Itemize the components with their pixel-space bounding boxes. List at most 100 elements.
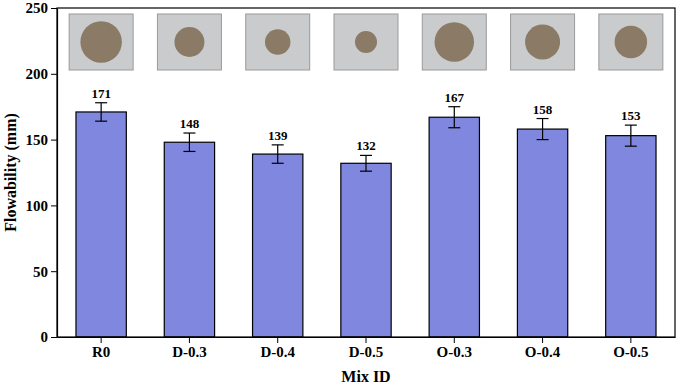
- frame: [57, 8, 675, 337]
- data-label: 153: [621, 108, 641, 123]
- error-cap: [360, 155, 372, 156]
- y-tick: 200: [26, 66, 58, 82]
- bar: [517, 129, 567, 337]
- y-tick-label: 200: [26, 66, 49, 82]
- error-cap: [272, 144, 284, 145]
- bar: [164, 142, 214, 337]
- error-line: [630, 125, 631, 146]
- x-tick-label: R0: [92, 344, 110, 360]
- error-bar: [272, 145, 284, 163]
- photo: [334, 14, 398, 70]
- photo: [511, 14, 575, 70]
- y-tick-mark: [51, 8, 57, 9]
- x-tick-mark: [366, 337, 367, 343]
- photo: [157, 14, 221, 70]
- x-tick: D-0.4: [260, 337, 295, 360]
- photo-plate: [511, 14, 575, 70]
- x-tick-label: O-0.4: [525, 344, 561, 360]
- photo-sample: [435, 22, 475, 62]
- x-tick: D-0.5: [349, 337, 384, 360]
- y-tick: 50: [33, 264, 57, 280]
- y-tick-mark: [51, 205, 57, 206]
- error-line: [101, 103, 102, 121]
- error-cap: [360, 171, 372, 172]
- data-label: 167: [445, 90, 465, 105]
- bar: [253, 154, 303, 337]
- photo-plate: [157, 14, 221, 70]
- y-tick-label: 0: [41, 329, 49, 345]
- y-tick: 0: [41, 329, 58, 345]
- error-cap: [537, 139, 549, 140]
- x-tick-mark: [630, 337, 631, 343]
- x-tick: O-0.4: [525, 337, 561, 360]
- x-tick-label: D-0.3: [172, 344, 207, 360]
- data-label: 158: [533, 102, 553, 117]
- error-line: [189, 133, 190, 151]
- photo-sample: [525, 25, 560, 60]
- x-tick: D-0.3: [172, 337, 207, 360]
- photo-sample: [174, 27, 204, 57]
- x-tick-label: O-0.3: [437, 344, 472, 360]
- x-axis: R0 D-0.3 D-0.4 D-0.5 O-0.3 O-0.4 O-0.5: [58, 337, 676, 360]
- error-bar: [360, 155, 372, 171]
- x-tick-label: D-0.5: [349, 344, 384, 360]
- data-label: 132: [356, 138, 376, 153]
- y-tick-mark: [51, 337, 57, 338]
- bar: [606, 136, 656, 337]
- error-line: [542, 119, 543, 140]
- x-tick-mark: [454, 337, 455, 343]
- plot: 171148139132167158153050100150200250R0D-…: [26, 0, 676, 359]
- y-tick: 150: [26, 132, 58, 148]
- photo-plate: [599, 14, 663, 70]
- error-cap: [183, 132, 195, 133]
- x-axis-title: Mix ID: [341, 368, 390, 385]
- x-tick-label: O-0.5: [613, 344, 648, 360]
- error-cap: [95, 121, 107, 122]
- error-line: [277, 145, 278, 163]
- x-tick-mark: [189, 337, 190, 343]
- y-tick-mark: [51, 74, 57, 75]
- error-cap: [448, 106, 460, 107]
- photo-plate: [246, 14, 310, 70]
- error-cap: [625, 146, 637, 147]
- y-tick-label: 250: [26, 0, 49, 16]
- bars: [76, 103, 656, 337]
- y-axis-title: Flowability (mm): [2, 113, 20, 232]
- error-line: [365, 155, 366, 171]
- y-tick-label: 150: [26, 132, 49, 148]
- photo-sample: [265, 29, 291, 55]
- photo-sample: [80, 21, 122, 63]
- x-tick-label: D-0.4: [260, 344, 295, 360]
- y-axis: 0 50 100 150 200 250: [26, 0, 58, 345]
- y-tick-mark: [51, 140, 57, 141]
- data-label: 139: [268, 128, 288, 143]
- error-bar: [448, 107, 460, 128]
- x-tick-mark: [101, 337, 102, 343]
- y-axis-line: [57, 9, 58, 338]
- y-tick: 250: [26, 0, 58, 16]
- photo: [599, 14, 663, 70]
- y-tick-label: 100: [26, 198, 49, 214]
- error-cap: [537, 118, 549, 119]
- photo: [422, 14, 486, 70]
- error-bar: [537, 119, 549, 140]
- photo-plate: [69, 14, 133, 70]
- chart: 171148139132167158153050100150200250R0D-…: [0, 0, 685, 392]
- error-bar: [625, 125, 637, 146]
- error-line: [454, 107, 455, 128]
- error-cap: [448, 127, 460, 128]
- error-cap: [625, 125, 637, 126]
- photo-plate: [422, 14, 486, 70]
- y-tick-label: 50: [33, 264, 48, 280]
- y-tick-mark: [51, 271, 57, 272]
- x-tick: O-0.3: [437, 337, 472, 360]
- x-tick-mark: [542, 337, 543, 343]
- bar: [429, 117, 479, 337]
- x-tick-mark: [277, 337, 278, 343]
- error-bar: [183, 133, 195, 151]
- photos: [69, 14, 663, 70]
- x-tick: O-0.5: [613, 337, 648, 360]
- error-bar: [95, 103, 107, 121]
- data-label: 171: [91, 86, 111, 101]
- photo-sample: [615, 26, 648, 59]
